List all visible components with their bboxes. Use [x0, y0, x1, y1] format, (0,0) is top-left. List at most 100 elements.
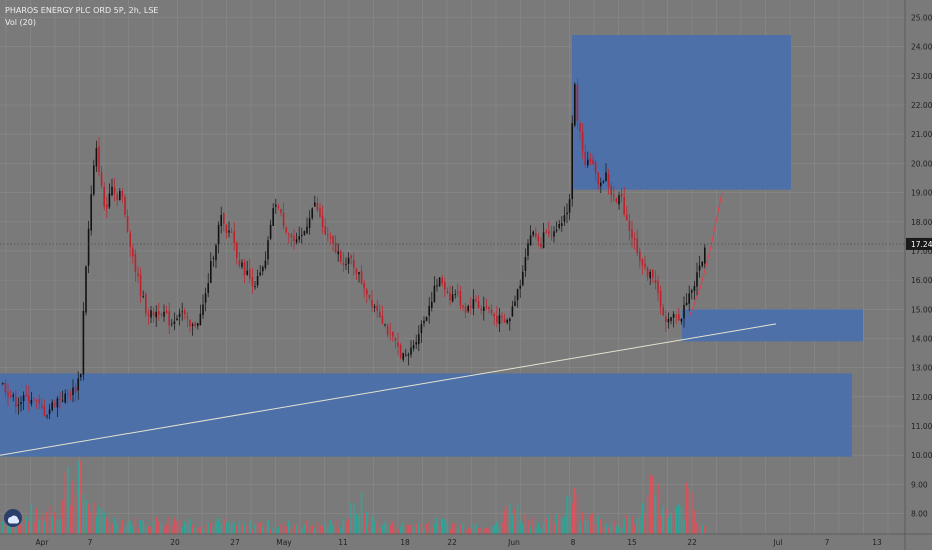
volume-bar [527, 520, 529, 534]
candle-body [324, 226, 326, 235]
candle-body [488, 306, 490, 310]
volume-bar [35, 508, 38, 534]
candle-body [399, 345, 402, 358]
volume-legend[interactable]: Vol (20) [5, 18, 36, 27]
volume-bar [158, 521, 160, 534]
candle-body [558, 223, 560, 228]
volume-bar [537, 522, 540, 534]
volume-bar [628, 514, 631, 534]
candle-body [693, 285, 696, 291]
volume-bar [293, 524, 295, 534]
volume-bar [519, 521, 521, 534]
candle-body [516, 289, 519, 301]
volume-bar [688, 488, 690, 534]
candle-body [379, 311, 381, 318]
volume-bar [503, 510, 506, 534]
volume-bar [290, 528, 293, 534]
volume-bar [160, 523, 163, 534]
volume-bar [431, 527, 433, 534]
candle-body [150, 310, 152, 318]
volume-bar [145, 525, 147, 534]
candle-body [54, 403, 56, 406]
candle-body [436, 285, 438, 287]
volume-bar [410, 524, 412, 534]
volume-bar [444, 519, 446, 534]
volume-bar [337, 527, 339, 534]
volume-bar [87, 503, 90, 534]
candle-body [236, 242, 238, 259]
volume-bar [189, 518, 191, 534]
volume-bar [308, 525, 311, 534]
volume-bar [298, 525, 300, 534]
candle-body [98, 146, 100, 173]
volume-bar [407, 525, 410, 534]
volume-bar [197, 527, 199, 534]
candle-body [321, 215, 324, 228]
candle-body [246, 270, 248, 275]
price-tick-label: 18.00 [911, 218, 932, 227]
candle-body [639, 251, 641, 261]
candle-body [654, 280, 657, 283]
candle-body [43, 406, 46, 417]
volume-bar [163, 526, 165, 534]
candle-body [548, 231, 550, 234]
candle-body [701, 261, 703, 266]
candle-body [566, 212, 568, 215]
volume-bar [485, 528, 488, 534]
candle-body [132, 248, 134, 257]
volume-bar [181, 526, 183, 534]
volume-bar [230, 523, 233, 534]
volume-bar [173, 518, 176, 534]
volume-bar [269, 528, 272, 534]
volume-bar [217, 518, 220, 534]
candle-body [550, 235, 553, 237]
volume-bar [516, 504, 519, 534]
candle-body [69, 395, 72, 397]
candle-body [282, 212, 285, 227]
volume-bar [662, 506, 664, 534]
candle-body [345, 264, 347, 265]
candle-body [256, 276, 259, 286]
candle-body [449, 292, 451, 301]
volume-bar [139, 520, 142, 534]
candle-body [267, 240, 269, 260]
volume-bar [324, 522, 326, 534]
volume-bar [267, 520, 269, 534]
price-tick-label: 23.00 [911, 72, 932, 81]
candle-body [163, 312, 165, 317]
volume-bar [98, 506, 100, 534]
candle-body [454, 294, 456, 295]
volume-bar [350, 502, 352, 534]
candle-body [496, 315, 498, 323]
volume-bar [28, 521, 30, 534]
candle-body [412, 345, 415, 349]
candle-body [35, 400, 38, 402]
volume-bar [555, 514, 558, 534]
candle-body [371, 300, 373, 307]
candle-body [280, 208, 282, 213]
candle-body [363, 283, 365, 289]
candle-body [410, 347, 412, 355]
volume-bar [449, 528, 451, 534]
volume-bar [392, 521, 394, 534]
candle-body [121, 190, 124, 198]
candle-body [397, 342, 399, 347]
volume-bar [646, 495, 649, 534]
candle-body [607, 173, 610, 187]
candle-body [288, 234, 290, 236]
candle-body [657, 280, 659, 293]
candle-body [67, 393, 69, 395]
volume-bar [72, 480, 74, 534]
volume-bar [54, 512, 56, 534]
candle-body [594, 162, 597, 173]
candle-body [415, 342, 417, 345]
candle-body [56, 398, 59, 408]
volume-bar [321, 526, 324, 534]
price-tick-label: 15.00 [911, 305, 932, 314]
volume-bar [615, 525, 618, 534]
volume-bar [680, 506, 683, 534]
volume-bar [620, 527, 623, 534]
volume-bar [428, 522, 430, 534]
volume-bar [654, 494, 657, 534]
